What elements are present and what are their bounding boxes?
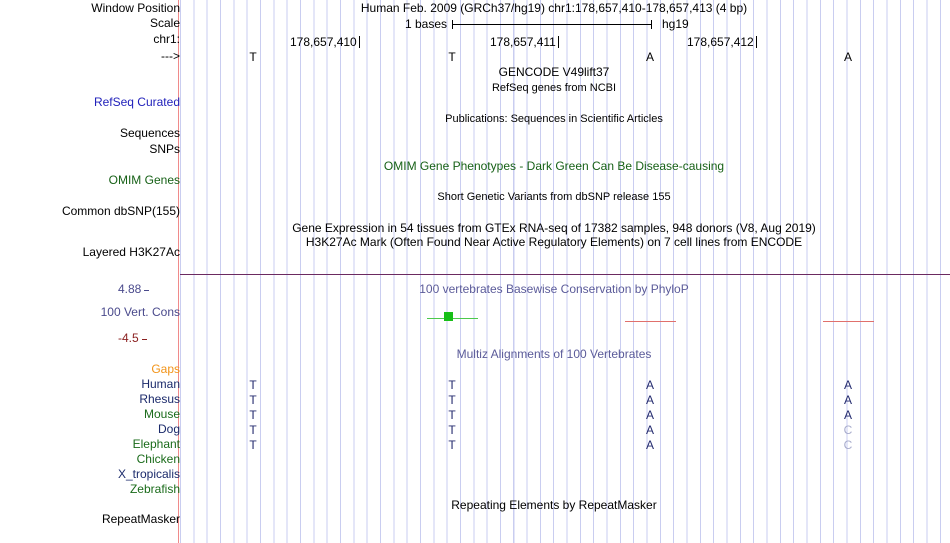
side-label-layered-h3k27ac[interactable]: Layered H3K27Ac [82, 245, 180, 259]
conservation-bar-0 [444, 312, 453, 321]
ruler-base-3: A [843, 50, 852, 64]
side-label-scale[interactable]: Scale [149, 16, 180, 30]
side-label-species-mouse[interactable]: Mouse [143, 407, 180, 421]
multiz-base-c3-r0: A [843, 378, 852, 392]
multiz-base-c3-r3: C [843, 423, 853, 437]
side-label-species-dog[interactable]: Dog [157, 422, 180, 436]
ruler-tick-2: 178,657,412 [687, 35, 757, 49]
side-label-species-x-tropicalis[interactable]: X_tropicalis [117, 467, 180, 481]
conservation-axis-min-value: -4.5 [118, 331, 139, 345]
ruler-tick-1: 178,657,411 [490, 35, 559, 49]
multiz-base-c0-r3: T [249, 423, 257, 437]
side-label-sequences[interactable]: Sequences [119, 126, 180, 140]
side-label-species-rhesus[interactable]: Rhesus [139, 392, 180, 406]
multiz-base-c3-r4: C [843, 438, 853, 452]
track-title-refseq-ncbi: RefSeq genes from NCBI [491, 82, 617, 94]
ruler-tick-mark [557, 36, 559, 48]
ruler-tick-label: 178,657,411 [490, 35, 556, 49]
multiz-base-c1-r0: T [448, 378, 456, 392]
side-label-species-human[interactable]: Human [141, 377, 180, 391]
conservation-mark-2 [823, 321, 874, 322]
conservation-axis-max-value: 4.88 [118, 282, 142, 296]
side-label-common-dbsnp[interactable]: Common dbSNP(155) [61, 204, 180, 218]
track-title-gencode: GENCODE V49lift37 [498, 65, 610, 79]
ruler-base-0: T [249, 50, 257, 64]
multiz-base-c2-r1: A [645, 393, 654, 407]
multiz-base-c1-r1: T [448, 393, 456, 407]
multiz-base-c1-r2: T [448, 408, 456, 422]
assembly-db-caption: hg19 [662, 17, 689, 31]
side-label-snps[interactable]: SNPs [149, 142, 180, 156]
side-label-100-vert-cons[interactable]: 100 Vert. Cons [100, 305, 180, 319]
track-title-gtex: Gene Expression in 54 tissues from GTEx … [292, 221, 816, 235]
side-label-separator [178, 0, 179, 543]
conservation-axis-min: -4.5 [118, 331, 147, 345]
conservation-axis-max: 4.88 [118, 282, 150, 296]
multiz-base-c2-r3: A [645, 423, 654, 437]
ruler-tick-label: 178,657,412 [687, 35, 754, 49]
side-label-species-elephant[interactable]: Elephant [132, 437, 180, 451]
multiz-base-c2-r4: A [645, 438, 654, 452]
ruler-base-1: T [448, 50, 456, 64]
side-label-refseq-curated[interactable]: RefSeq Curated [93, 95, 180, 109]
multiz-base-c0-r4: T [249, 438, 257, 452]
track-title-dbsnp: Short Genetic Variants from dbSNP releas… [437, 191, 671, 203]
ruler-tick-0: 178,657,410 [290, 35, 360, 49]
side-label-window-position[interactable]: Window Position [91, 1, 180, 15]
multiz-base-c2-r0: A [645, 378, 654, 392]
multiz-base-c3-r1: A [843, 393, 852, 407]
multiz-base-c2-r2: A [645, 408, 654, 422]
conservation-divider [180, 274, 950, 275]
multiz-base-c1-r4: T [448, 438, 456, 452]
track-title-publications: Publications: Sequences in Scientific Ar… [445, 113, 663, 125]
ruler-tick-mark [358, 36, 360, 48]
ruler-tick-label: 178,657,410 [290, 35, 357, 49]
side-label-chrom[interactable]: chr1: [153, 32, 180, 46]
multiz-base-c0-r2: T [249, 408, 257, 422]
track-title-h3k27ac: H3K27Ac Mark (Often Found Near Active Re… [305, 235, 803, 249]
scale-bar-caption: 1 bases [405, 17, 448, 31]
conservation-mark-1 [625, 321, 676, 322]
assembly-position-title: Human Feb. 2009 (GRCh37/hg19) chr1:178,6… [360, 1, 748, 15]
conservation-title: 100 vertebrates Basewise Conservation by… [419, 282, 689, 296]
multiz-base-c1-r3: T [448, 423, 456, 437]
multiz-base-c0-r0: T [249, 378, 257, 392]
track-title-omim: OMIM Gene Phenotypes - Dark Green Can Be… [383, 159, 725, 173]
side-label-repeatmasker[interactable]: RepeatMasker [101, 512, 180, 526]
multiz-base-c0-r1: T [249, 393, 257, 407]
multiz-title: Multiz Alignments of 100 Vertebrates [456, 347, 652, 361]
side-label-species-zebrafish[interactable]: Zebrafish [129, 482, 180, 496]
scale-bar [452, 20, 652, 29]
track-title-repeatmasker: Repeating Elements by RepeatMasker [451, 498, 657, 512]
multiz-base-c3-r2: A [843, 408, 852, 422]
ruler-base-2: A [645, 50, 654, 64]
ruler-tick-mark [755, 36, 757, 48]
side-label-gaps[interactable]: Gaps [151, 362, 180, 376]
side-label-species-chicken[interactable]: Chicken [136, 452, 180, 466]
side-label-strand[interactable]: ---> [161, 49, 180, 63]
side-label-omim-genes[interactable]: OMIM Genes [108, 173, 180, 187]
